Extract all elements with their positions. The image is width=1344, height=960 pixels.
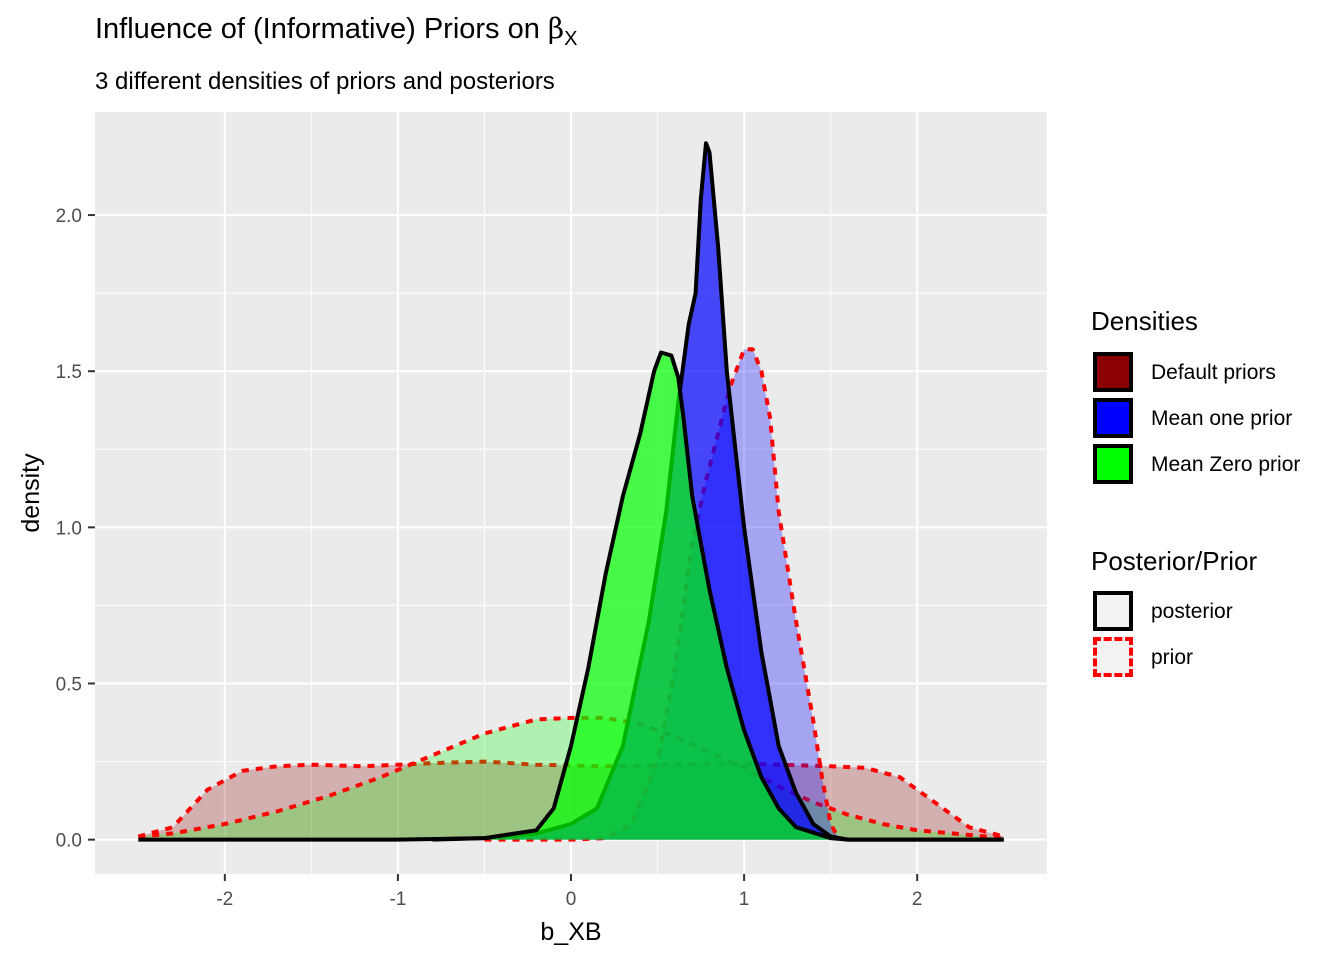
x-tick-label: 1 bbox=[739, 889, 750, 910]
chart-title-text: Influence of (Informative) Priors on bbox=[95, 13, 540, 45]
legend-label-posterior: posterior bbox=[1151, 600, 1233, 623]
axes-layer: -2 -1 0 1 2 0.0 0.5 1.0 1.5 2.0 bbox=[56, 206, 923, 910]
density-line-prior-mean-zero-prior bbox=[138, 715, 1004, 841]
legend-label-prior: prior bbox=[1151, 646, 1194, 669]
legend-key-posterior bbox=[1093, 591, 1133, 631]
density-line-prior-mean-one-prior bbox=[484, 347, 842, 842]
x-tick-label: 0 bbox=[566, 889, 577, 910]
chart-title-subscript: X bbox=[564, 28, 578, 50]
chart-title-beta-symbol: β bbox=[547, 12, 565, 45]
series-layer bbox=[137, 141, 1005, 842]
y-tick-label: 0.0 bbox=[56, 831, 82, 852]
y-tick-label: 2.0 bbox=[56, 206, 82, 227]
x-tick-label: 2 bbox=[912, 889, 923, 910]
legend-key-mean-one-prior bbox=[1093, 398, 1133, 438]
density-line-prior-default-priors bbox=[137, 759, 1005, 839]
density-area-posterior-mean-one-prior bbox=[432, 143, 1004, 840]
legend-linetype-title: Posterior/Prior bbox=[1091, 546, 1258, 576]
legend-label-mean-zero-prior: Mean Zero prior bbox=[1151, 453, 1301, 476]
chart-subtitle: 3 different densities of priors and post… bbox=[95, 68, 555, 95]
legend-label-mean-one-prior: Mean one prior bbox=[1151, 407, 1293, 430]
x-axis-title: b_XB bbox=[540, 918, 601, 946]
legend-densities-title: Densities bbox=[1091, 306, 1198, 336]
x-tick-label: -1 bbox=[389, 889, 406, 910]
y-tick-label: 1.0 bbox=[56, 518, 82, 539]
legend-label-default-priors: Default priors bbox=[1151, 361, 1276, 384]
y-tick-label: 0.5 bbox=[56, 675, 82, 696]
x-tick-label: -2 bbox=[216, 889, 233, 910]
density-line-posterior-mean-zero-prior bbox=[138, 350, 1004, 842]
legend-key-mean-zero-prior bbox=[1093, 444, 1133, 484]
chart-title: Influence of (Informative) Priors on βX bbox=[95, 12, 577, 51]
y-axis-title: density bbox=[17, 453, 45, 533]
legend-key-default-priors bbox=[1093, 352, 1133, 392]
y-tick-label: 1.5 bbox=[56, 362, 82, 383]
legend-key-prior bbox=[1093, 637, 1133, 677]
